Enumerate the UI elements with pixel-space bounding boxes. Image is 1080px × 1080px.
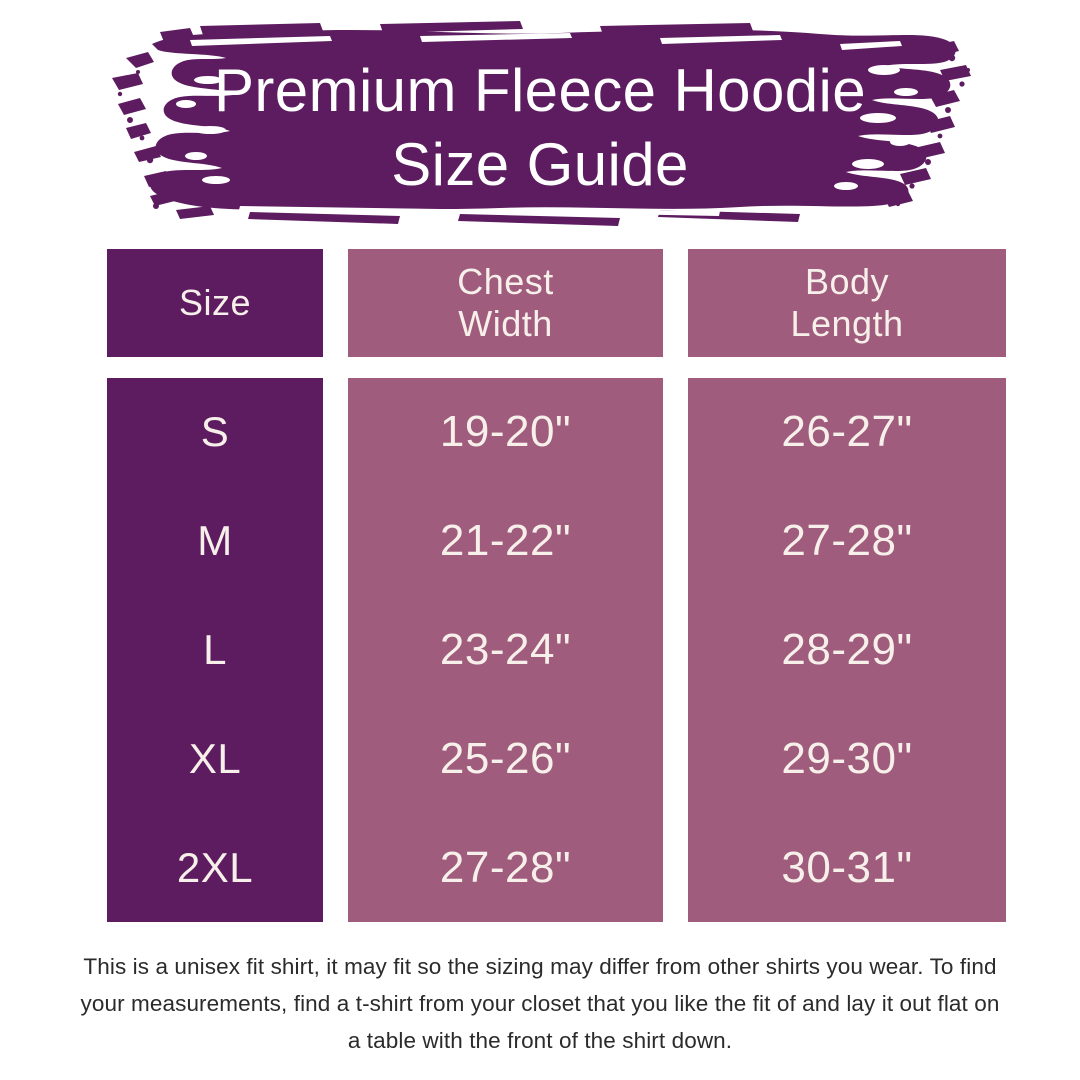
table-row: 25-26" (439, 733, 572, 783)
table-row: 27-28" (439, 842, 572, 892)
table-row: 23-24" (439, 624, 572, 674)
table-row: 29-30" (781, 733, 913, 783)
table-row: 2XL (176, 843, 254, 891)
fit-note: This is a unisex fit shirt, it may fit s… (80, 954, 1000, 1053)
page-title: Premium Fleece Hoodie Size Guide (214, 57, 866, 198)
header-chest-width: Chest Width (348, 249, 663, 357)
brushstroke-shape (112, 21, 971, 226)
table-row: 19-20" (439, 407, 572, 457)
table-row: S (200, 408, 230, 456)
column-size: Size S M L XL 2XL (107, 249, 323, 922)
table-row: 21-22" (439, 516, 572, 566)
column-body-body-length: 26-27" 27-28" 28-29" 29-30" 30-31" (688, 378, 1006, 922)
table-row: 30-31" (781, 842, 913, 892)
table-row: 28-29" (781, 624, 913, 674)
table-row: XL (188, 734, 242, 782)
table-row: 27-28" (781, 516, 913, 566)
table-row: 26-27" (781, 407, 913, 457)
column-body-chest-width: 19-20" 21-22" 23-24" 25-26" 27-28" (348, 378, 663, 922)
title-banner: Premium Fleece Hoodie Size Guide (0, 0, 1080, 232)
table-row: L (203, 625, 227, 673)
column-body-length: Body Length 26-27" 27-28" 28-29" 29-30" … (688, 249, 1006, 922)
column-body-size: S M L XL 2XL (107, 378, 323, 922)
header-body-length: Body Length (688, 249, 1006, 357)
size-chart-table: Size S M L XL 2XL Chest Width 19-20" 21-… (107, 249, 1006, 922)
column-chest-width: Chest Width 19-20" 21-22" 23-24" 25-26" … (348, 249, 663, 922)
header-size: Size (107, 249, 323, 357)
table-row: M (197, 517, 233, 565)
